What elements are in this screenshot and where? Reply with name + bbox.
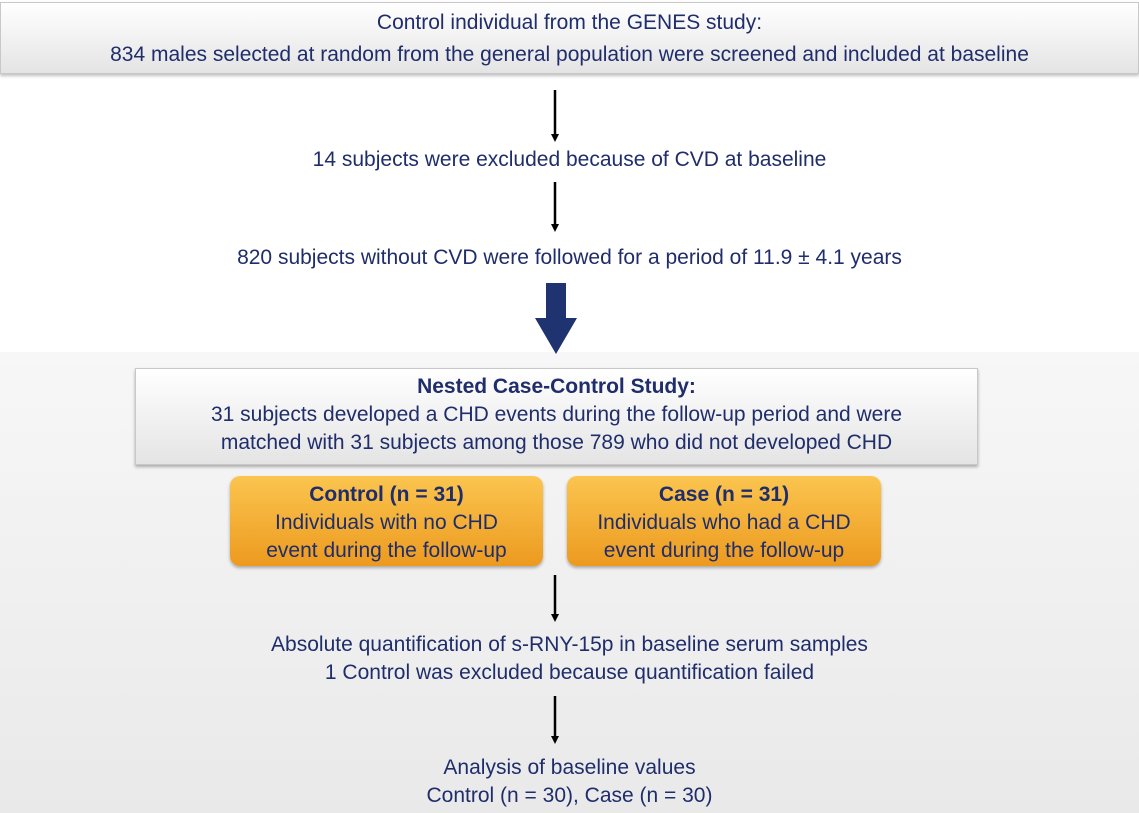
control-box: Control (n = 31) Individuals with no CHD… — [230, 476, 543, 566]
analysis-line: Control (n = 30), Case (n = 30) — [426, 784, 713, 807]
group-line: Individuals who had a CHD — [597, 511, 851, 534]
quantification-line: Absolute quantification of s-RNY-15p in … — [271, 633, 868, 656]
header-line: 834 males selected at random from the ge… — [110, 43, 1029, 66]
nested-title: Nested Case-Control Study: — [417, 375, 696, 398]
step-text: 14 subjects were excluded because of CVD… — [312, 148, 827, 171]
analysis-line: Analysis of baseline values — [443, 756, 696, 779]
nested-line: matched with 31 subjects among those 789… — [220, 431, 893, 454]
header-box: Control individual from the GENES study:… — [0, 2, 1139, 74]
group-line: event during the follow-up — [266, 539, 507, 562]
group-title: Control (n = 31) — [309, 483, 464, 506]
nested-study-box: Nested Case-Control Study: 31 subjects d… — [135, 368, 978, 465]
case-box: Case (n = 31) Individuals who had a CHD … — [567, 476, 881, 566]
group-title: Case (n = 31) — [658, 483, 790, 506]
group-line: Individuals with no CHD — [275, 511, 498, 534]
step-text: 820 subjects without CVD were followed f… — [237, 246, 902, 269]
quantification-line: 1 Control was excluded because quantific… — [324, 661, 815, 684]
group-line: event during the follow-up — [603, 539, 845, 562]
header-line: Control individual from the GENES study: — [376, 11, 763, 34]
nested-line: 31 subjects developed a CHD events durin… — [210, 403, 903, 426]
big-arrow — [535, 283, 577, 354]
